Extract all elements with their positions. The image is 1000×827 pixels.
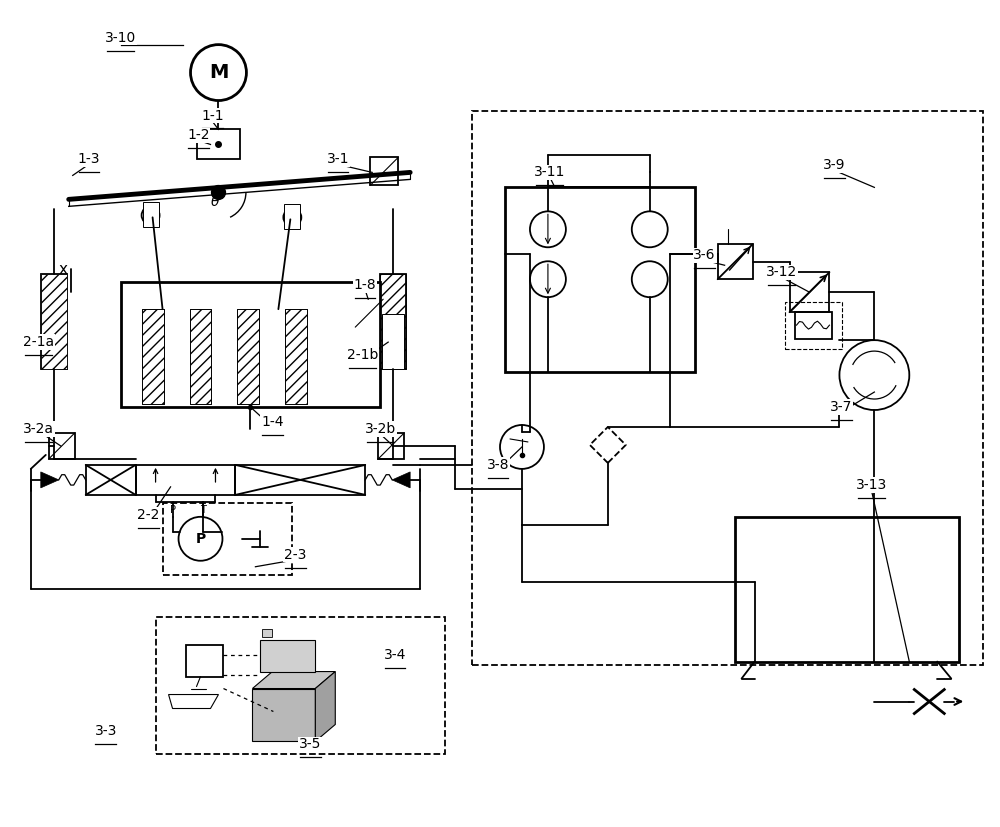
Bar	[49, 433, 75, 459]
Bar	[235, 465, 365, 495]
Bar	[790, 272, 829, 312]
Bar	[370, 157, 398, 185]
Text: 3-6: 3-6	[693, 248, 716, 262]
Text: 2-1b: 2-1b	[347, 348, 378, 362]
Text: 2-3: 2-3	[284, 547, 307, 562]
Polygon shape	[392, 472, 410, 488]
Bar	[121, 282, 380, 407]
Text: P: P	[195, 532, 206, 546]
Bar	[795, 312, 832, 339]
Polygon shape	[252, 689, 315, 742]
Text: 3-3: 3-3	[94, 724, 117, 739]
Bar	[43, 314, 65, 369]
Text: $\theta$: $\theta$	[210, 194, 221, 209]
Text: 3-8: 3-8	[487, 458, 509, 472]
Bar	[378, 433, 404, 459]
Bar	[285, 309, 307, 404]
Text: 1-2: 1-2	[187, 128, 210, 142]
Bar	[237, 309, 259, 404]
Text: 3-10: 3-10	[105, 31, 136, 45]
Bar	[190, 309, 211, 404]
Bar	[380, 275, 406, 369]
Bar	[136, 465, 235, 495]
Text: P: P	[170, 504, 176, 515]
Bar	[472, 111, 983, 665]
Text: 3-4: 3-4	[384, 648, 406, 662]
Bar	[143, 203, 159, 227]
Bar	[284, 204, 300, 229]
Text: 3-2a: 3-2a	[23, 422, 54, 436]
Bar	[190, 309, 211, 404]
Bar	[262, 629, 272, 637]
Bar	[785, 302, 842, 349]
Bar	[163, 503, 292, 575]
Text: 3-2b: 3-2b	[365, 422, 396, 436]
Bar	[142, 309, 164, 404]
Text: 3-9: 3-9	[823, 159, 846, 172]
Bar	[380, 275, 406, 369]
Bar	[197, 130, 240, 160]
Text: M: M	[209, 63, 228, 82]
Text: 1-1: 1-1	[201, 108, 224, 122]
Bar	[735, 517, 959, 662]
Polygon shape	[252, 672, 335, 689]
Text: 3-13: 3-13	[856, 478, 887, 492]
Text: 3-5: 3-5	[299, 738, 322, 752]
Bar	[41, 275, 67, 369]
Bar	[382, 314, 404, 369]
Bar	[718, 244, 753, 280]
Polygon shape	[169, 695, 218, 709]
Bar	[41, 275, 67, 369]
Text: 3-11: 3-11	[534, 165, 566, 179]
Bar	[186, 644, 223, 676]
Text: 1-4: 1-4	[261, 415, 284, 429]
Text: x: x	[58, 261, 67, 277]
Text: 2-1a: 2-1a	[23, 335, 54, 349]
Text: 3-7: 3-7	[830, 400, 853, 414]
Bar	[86, 465, 136, 495]
Bar	[156, 617, 445, 754]
Polygon shape	[315, 672, 335, 742]
Text: 3-12: 3-12	[766, 265, 797, 280]
Text: 2-2: 2-2	[137, 508, 160, 522]
Text: 1-8: 1-8	[354, 278, 377, 292]
Bar	[285, 309, 307, 404]
Bar	[237, 309, 259, 404]
Text: 3-1: 3-1	[327, 152, 350, 166]
Bar	[142, 309, 164, 404]
Polygon shape	[41, 472, 59, 488]
Bar	[505, 188, 695, 372]
Text: 1-3: 1-3	[77, 152, 100, 166]
Bar	[355, 299, 383, 327]
Bar	[41, 275, 67, 369]
Bar	[260, 639, 315, 672]
Text: T: T	[200, 504, 205, 515]
